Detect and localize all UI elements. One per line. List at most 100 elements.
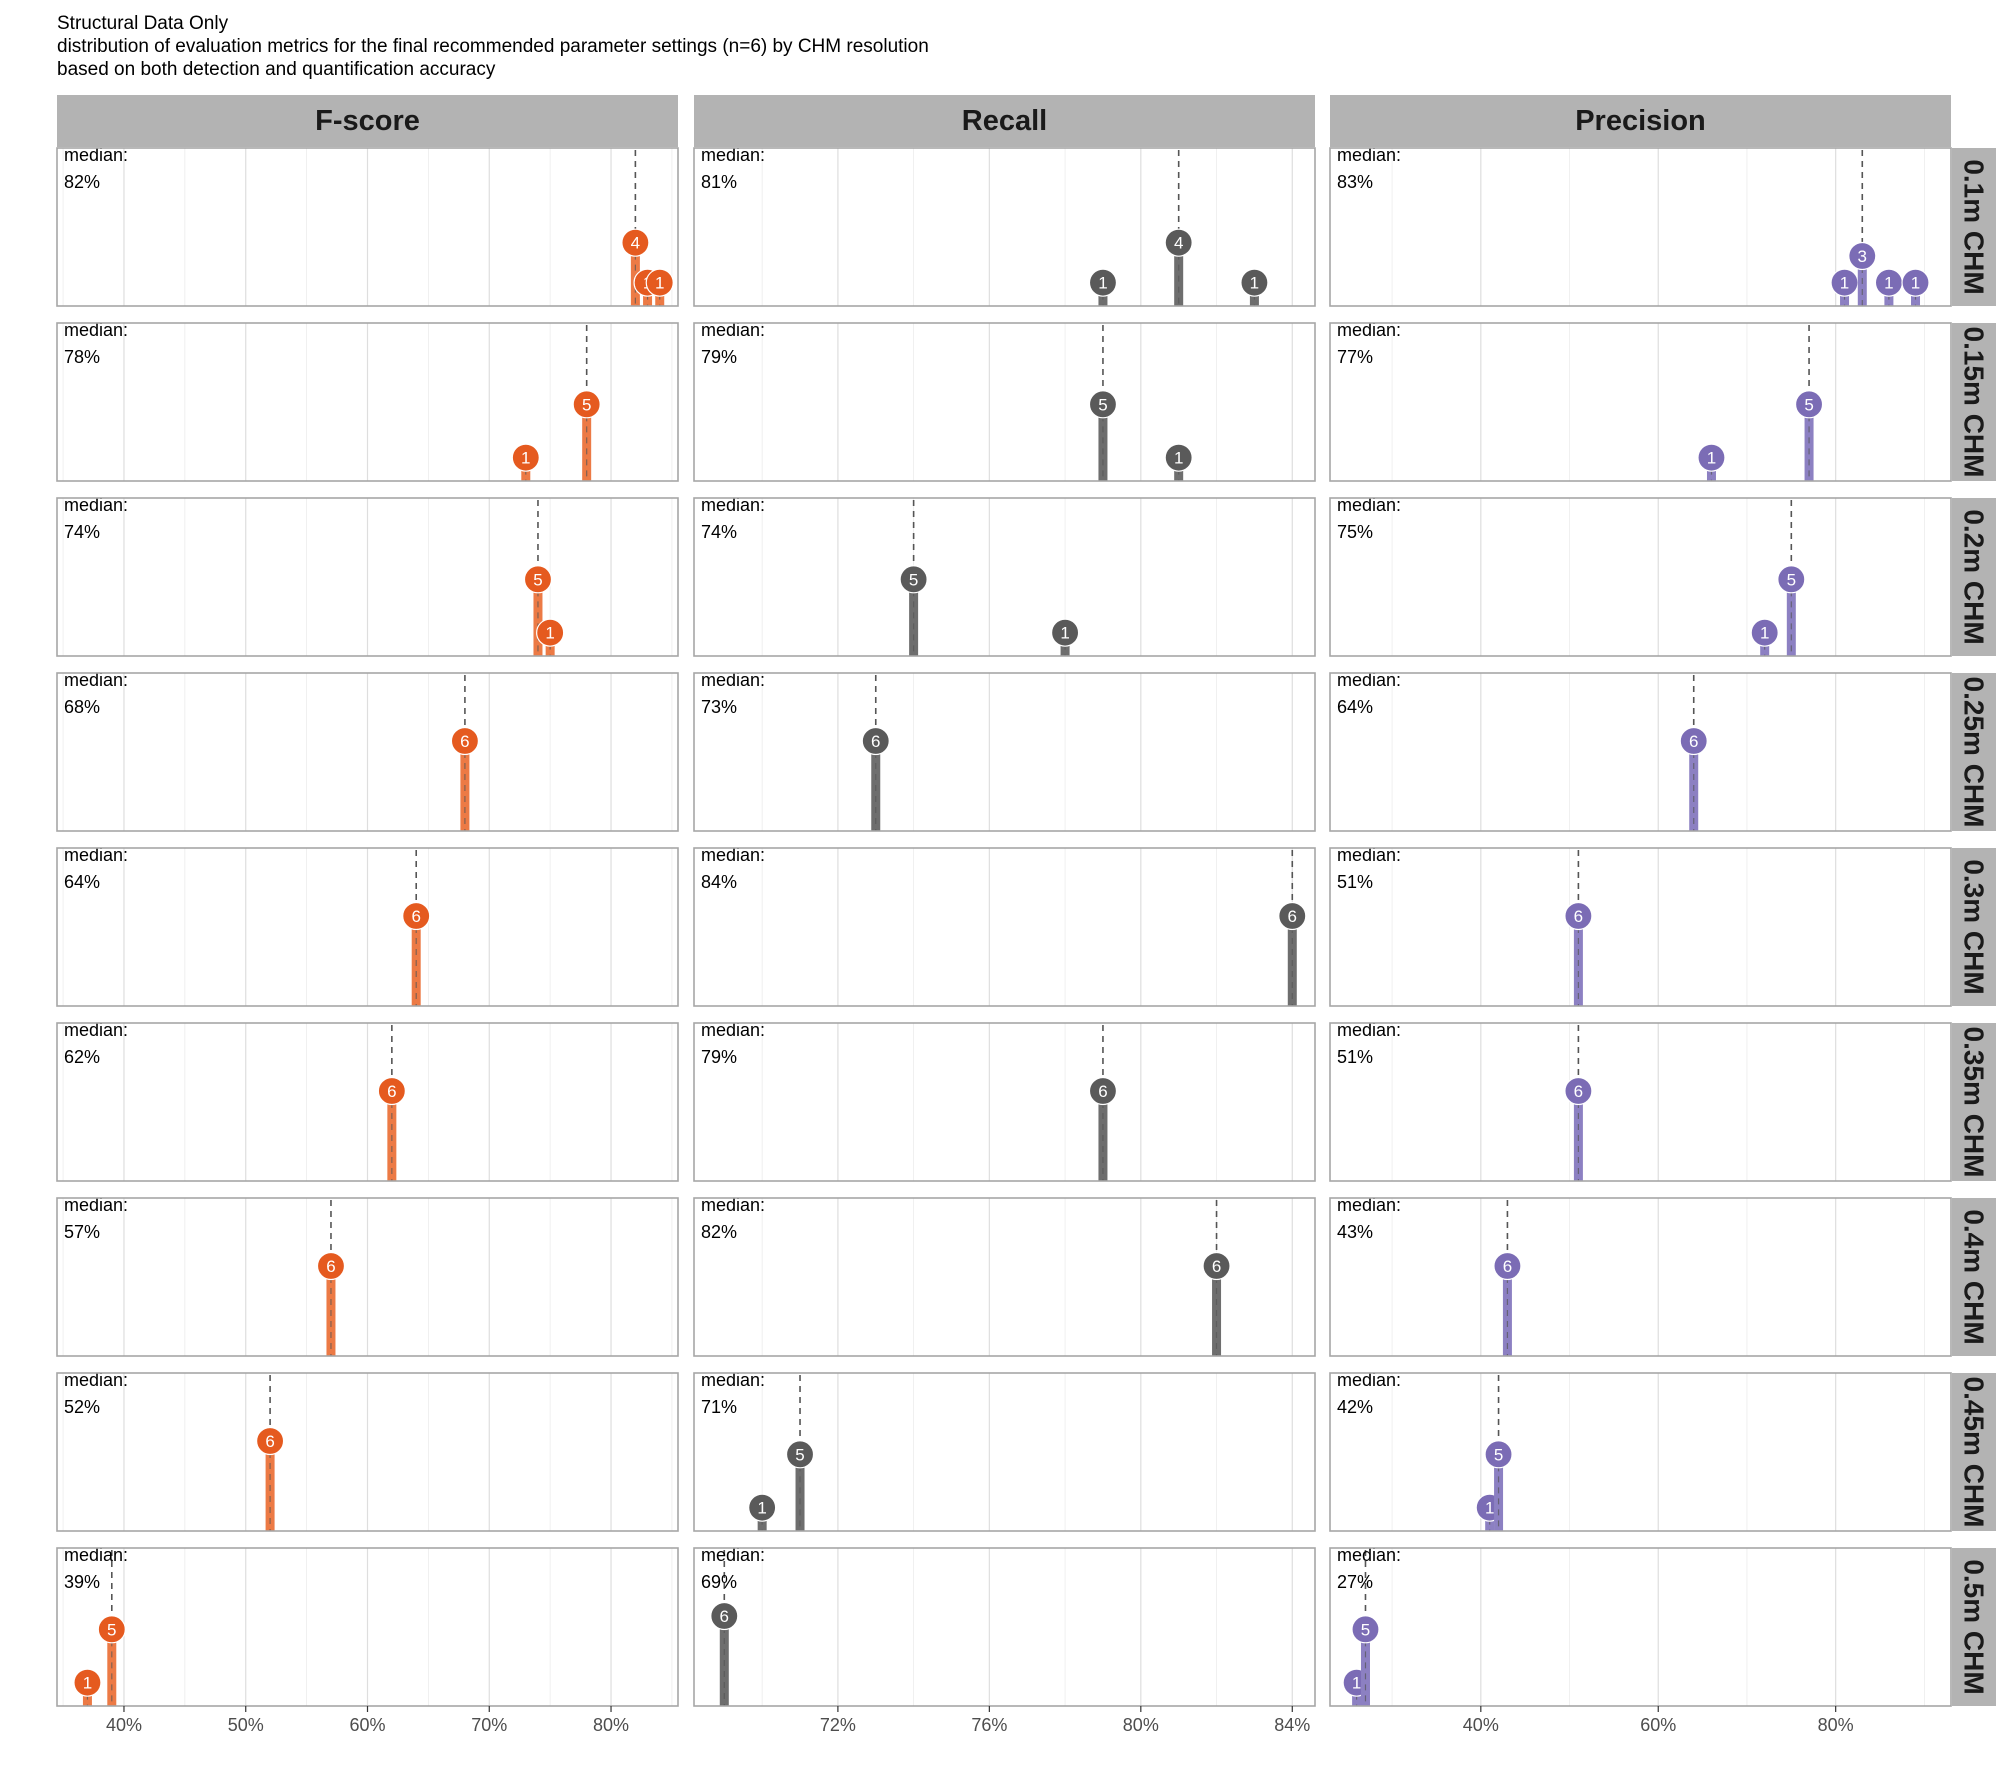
panel: 6 median: 52%	[56, 1370, 679, 1532]
point-count-label: 1	[1060, 624, 1069, 643]
median-value: 75%	[1337, 522, 1373, 542]
x-tick-label: 80%	[593, 1715, 629, 1735]
lollipop-point	[1088, 1076, 1118, 1106]
point-count-label: 4	[1174, 234, 1183, 253]
median-value: 39%	[64, 1572, 100, 1592]
row-strip-label: 0.3m CHM	[1959, 859, 1990, 994]
median-value: 62%	[64, 1047, 100, 1067]
median-value: 78%	[64, 347, 100, 367]
row-strip	[1952, 1198, 1996, 1356]
panel-border	[56, 847, 679, 1007]
point-count-label: 6	[720, 1607, 729, 1626]
panel: 1 5 median: 42%	[1329, 1370, 1952, 1532]
panel-background	[1330, 1023, 1951, 1181]
median-title: median:	[1337, 670, 1401, 690]
panel-border	[1329, 1022, 1952, 1182]
median-value: 74%	[701, 522, 737, 542]
panel-background	[694, 848, 1315, 1006]
panel: 1 5 median: 77%	[1329, 320, 1952, 482]
point-count-label: 6	[1288, 907, 1297, 926]
lollipop-point	[899, 565, 928, 594]
panel-border	[1329, 322, 1952, 482]
column-header-label: F-score	[315, 105, 420, 137]
median-title: median:	[701, 495, 765, 515]
median-value: 57%	[64, 1222, 100, 1242]
point-count-label: 6	[265, 1432, 274, 1451]
panel-border	[56, 672, 679, 832]
median-title: median:	[1337, 1545, 1401, 1565]
x-tick-label: 72%	[820, 1715, 856, 1735]
panel-border	[1329, 497, 1952, 657]
median-value: 43%	[1337, 1222, 1373, 1242]
panel-border	[693, 147, 1316, 307]
panel-background	[1330, 323, 1951, 481]
point-count-label: 5	[1787, 570, 1796, 589]
lollipop-point	[1088, 390, 1118, 419]
panel: 6 median: 84%	[693, 845, 1316, 1007]
median-value: 73%	[701, 697, 737, 717]
panel: 411median:82%	[56, 145, 679, 307]
row-strip	[1952, 1023, 1996, 1181]
chart-title: Structural Data Only	[57, 13, 229, 34]
median-value: 64%	[64, 872, 100, 892]
point-count-label: 5	[533, 570, 542, 589]
point-count-label: 1	[1098, 274, 1107, 293]
point-count-label: 5	[1494, 1445, 1503, 1464]
point-count-label: 6	[411, 907, 420, 926]
panel-border	[693, 1197, 1316, 1357]
panel-border	[693, 497, 1316, 657]
lollipop-point	[97, 1615, 126, 1644]
median-value: 81%	[701, 172, 737, 192]
lollipop-point	[536, 618, 565, 647]
panel-border	[693, 1547, 1316, 1707]
median-title: median:	[1337, 495, 1401, 515]
panel: 6 median: 51%	[1329, 1020, 1952, 1182]
point-count-label: 1	[1911, 274, 1920, 293]
point-count-label: 5	[1804, 395, 1813, 414]
median-value: 71%	[701, 1397, 737, 1417]
lollipop-point	[1848, 241, 1877, 271]
median-title: median:	[64, 670, 128, 690]
median-value: 79%	[701, 347, 737, 367]
median-value: 52%	[64, 1397, 100, 1417]
panel: 1 5 median: 75%	[1329, 495, 1952, 657]
median-value: 79%	[701, 1047, 737, 1067]
panel-background	[694, 148, 1315, 306]
point-count-label: 1	[1707, 449, 1716, 468]
x-tick-label: 50%	[228, 1715, 264, 1735]
panel: 5 1 median: 74%	[56, 495, 679, 657]
panel-border	[693, 847, 1316, 1007]
panel: 6 median: 79%	[693, 1020, 1316, 1182]
panel-background	[694, 673, 1315, 831]
lollipop-point	[1240, 268, 1269, 297]
row-strip	[1952, 1548, 1996, 1706]
panel-background	[694, 498, 1315, 656]
panel-background	[1330, 673, 1951, 831]
point-count-label: 6	[326, 1257, 335, 1276]
panel-background	[694, 323, 1315, 481]
point-count-label: 5	[909, 570, 918, 589]
panel: 1 5 median: 78%	[56, 320, 679, 482]
panel-border	[693, 322, 1316, 482]
lollipop-point	[1493, 1251, 1522, 1281]
median-value: 74%	[64, 522, 100, 542]
column-header-precision	[1330, 95, 1951, 147]
x-tick-label: 80%	[1818, 1715, 1854, 1735]
point-count-label: 5	[1361, 1620, 1370, 1639]
panel-border	[693, 672, 1316, 832]
median-title: median:	[1337, 1370, 1401, 1390]
lollipop-point	[1164, 443, 1193, 472]
lollipop-point	[450, 726, 480, 756]
lollipop-point	[621, 228, 650, 257]
panel-border	[56, 1197, 679, 1357]
row-strip-label: 0.35m CHM	[1959, 1027, 1990, 1178]
median-value: 84%	[701, 872, 737, 892]
point-count-label: 5	[795, 1445, 804, 1464]
median-title: median:	[701, 1545, 765, 1565]
point-count-label: 3	[1858, 247, 1867, 266]
x-tick-label: 40%	[106, 1715, 142, 1735]
panel-background	[694, 1548, 1315, 1706]
row-strip-label: 0.15m CHM	[1959, 327, 1990, 478]
panel: 6 median: 82%	[693, 1195, 1316, 1357]
